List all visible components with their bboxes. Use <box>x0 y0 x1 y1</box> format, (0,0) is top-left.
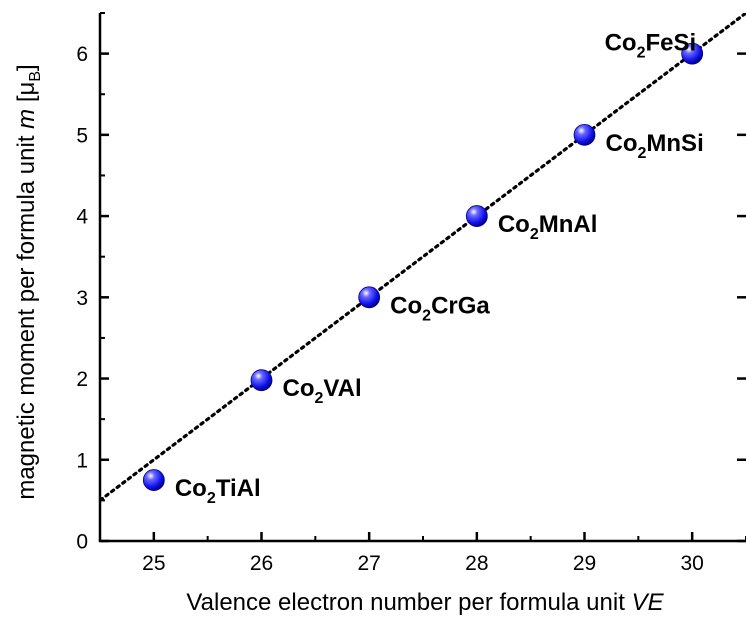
data-point <box>681 42 704 65</box>
y-tick-label: 3 <box>76 287 88 310</box>
y-tick-label: 5 <box>76 124 88 147</box>
point-label: Co2VAl <box>283 375 362 407</box>
point-label: Co2TiAl <box>175 475 261 507</box>
point-label: Co2CrGa <box>390 292 490 324</box>
x-tick-label: 27 <box>357 552 380 575</box>
y-tick-label: 1 <box>76 449 88 472</box>
x-tick-label: 30 <box>680 552 703 575</box>
y-tick-label: 4 <box>76 206 88 229</box>
fit-line <box>100 13 746 503</box>
point-label: Co2MnSi <box>606 130 704 162</box>
fit-line-layer <box>100 13 746 503</box>
x-tick-label: 25 <box>142 552 165 575</box>
point-label: Co2FeSi <box>605 30 697 62</box>
y-tick-label: 0 <box>76 531 88 554</box>
x-axis-title: Valence electron number per formula unit… <box>186 589 664 616</box>
axes-layer: 25 26 27 28 29 30 0 1 2 3 4 5 6 <box>76 12 746 575</box>
data-point <box>250 369 273 392</box>
y-axis-title: magnetic moment per formula unit m [μB] <box>13 64 44 499</box>
x-tick-label: 26 <box>250 552 273 575</box>
x-tick-label: 29 <box>573 552 596 575</box>
data-point <box>465 205 488 227</box>
y-tick-label: 2 <box>76 368 88 391</box>
y-tick-label: 6 <box>76 43 88 66</box>
data-point <box>142 469 165 491</box>
point-label: Co2MnAl <box>498 211 598 243</box>
data-point <box>573 123 596 146</box>
x-tick-label: 28 <box>465 552 488 575</box>
data-point <box>358 286 381 309</box>
point-labels-layer: Co2TiAl Co2VAl Co2CrGa Co2MnAl Co2MnSi Co2FeS… <box>175 30 704 507</box>
points-layer <box>142 42 704 491</box>
